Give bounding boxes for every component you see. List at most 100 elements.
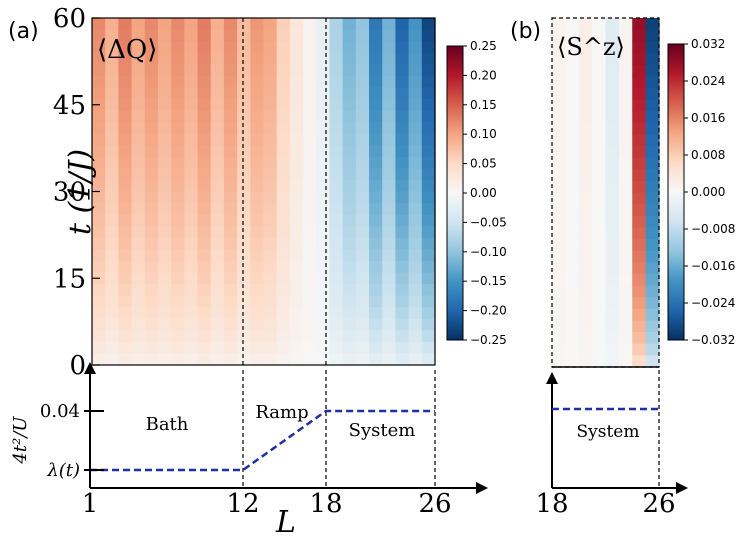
heatmap-b-cell bbox=[618, 41, 633, 54]
heatmap-a-cell bbox=[250, 249, 265, 262]
heatmap-a-cell bbox=[223, 75, 238, 88]
heatmap-a-cell bbox=[395, 191, 410, 204]
heatmap-a-cell bbox=[289, 307, 304, 320]
heatmap-a-cell bbox=[197, 87, 212, 100]
region-system-label: System bbox=[349, 420, 416, 441]
heatmap-a-cell bbox=[184, 168, 199, 181]
heatmap-b-cell bbox=[565, 52, 580, 66]
heatmap-b-cell bbox=[645, 29, 660, 42]
heatmap-a-cell bbox=[237, 307, 251, 320]
heatmap-b-cell bbox=[578, 111, 593, 124]
heatmap-a-cell bbox=[421, 52, 436, 65]
heatmap-a-cell bbox=[421, 203, 436, 216]
heatmap-a-cell bbox=[184, 191, 199, 204]
heatmap-a-cell bbox=[395, 353, 410, 366]
heatmap-a-cell bbox=[131, 272, 146, 285]
heatmap-a-cell bbox=[263, 249, 278, 262]
panel-a-x-axis-label: L bbox=[275, 505, 296, 536]
heatmap-a-cell bbox=[382, 110, 397, 123]
heatmap-a-cell bbox=[316, 179, 331, 193]
heatmap-a-cell bbox=[408, 145, 423, 158]
heatmap-a-cell bbox=[157, 179, 172, 193]
heatmap-b-cell bbox=[592, 297, 607, 310]
heatmap-a-cell bbox=[210, 87, 225, 100]
heatmap-a-cell bbox=[210, 214, 225, 227]
heatmap-a-cell bbox=[237, 179, 251, 193]
heatmap-b-cell bbox=[645, 332, 660, 345]
heatmap-a-cell bbox=[210, 168, 225, 181]
heatmap-a-cell bbox=[382, 168, 397, 181]
heatmap-a-cell bbox=[210, 75, 225, 88]
heatmap-a-cell bbox=[144, 98, 159, 112]
heatmap-a-cell bbox=[237, 64, 251, 77]
heatmap-a-cell bbox=[171, 145, 185, 158]
heatmap-a-cell bbox=[329, 226, 344, 239]
heatmap-a-cell bbox=[118, 179, 133, 193]
heatmap-b-cell bbox=[565, 239, 580, 252]
heatmap-a-cell bbox=[144, 307, 159, 320]
heatmap-b-cell bbox=[605, 250, 620, 263]
heatmap-b-cell bbox=[578, 145, 593, 159]
panel-a-label: (a) bbox=[8, 19, 39, 44]
heatmap-b-cell bbox=[592, 111, 607, 124]
heatmap-a-cell bbox=[210, 353, 225, 366]
heatmap-a-cell bbox=[303, 87, 317, 100]
heatmap-a-cell bbox=[144, 203, 159, 216]
heatmap-a-cell bbox=[342, 203, 357, 216]
panel-a-y-tick-label: 15 bbox=[53, 264, 86, 294]
heatmap-a-cell bbox=[408, 87, 423, 100]
heatmap-a-cell bbox=[118, 156, 133, 169]
heatmap-a-cell bbox=[342, 133, 357, 146]
heatmap-a-cell bbox=[250, 203, 265, 216]
heatmap-a-cell bbox=[316, 191, 331, 204]
heatmap-a-cell bbox=[250, 307, 265, 320]
colorbar-tick-label: 0.05 bbox=[470, 157, 497, 171]
heatmap-b-cell bbox=[592, 355, 607, 368]
heatmap-b-cell bbox=[632, 192, 647, 205]
heatmap-a-cell bbox=[157, 75, 172, 88]
heatmap-b-cell bbox=[618, 250, 633, 263]
heatmap-a-cell bbox=[355, 341, 370, 355]
panel-a-y-tick-label: 60 bbox=[53, 4, 86, 34]
heatmap-a-cell bbox=[223, 145, 238, 158]
heatmap-a-cell bbox=[237, 110, 251, 123]
heatmap-a-cell bbox=[144, 18, 159, 31]
heatmap-b-cell bbox=[618, 320, 633, 333]
heatmap-a-cell bbox=[276, 133, 291, 146]
heatmap-a-cell bbox=[382, 203, 397, 216]
heatmap-a-cell bbox=[223, 156, 238, 169]
heatmap-a-cell bbox=[303, 29, 317, 42]
heatmap-b-cell bbox=[592, 227, 607, 240]
heatmap-a-cell bbox=[144, 284, 159, 297]
heatmap-b-cell bbox=[645, 157, 660, 170]
heatmap-a-cell bbox=[184, 284, 199, 297]
heatmap-a-cell bbox=[276, 203, 291, 216]
heatmap-a-cell bbox=[144, 272, 159, 285]
heatmap-b-cell bbox=[592, 204, 607, 217]
heatmap-b-cell bbox=[592, 29, 607, 42]
heatmap-a-cell bbox=[342, 341, 357, 355]
heatmap-a-cell bbox=[144, 318, 159, 331]
heatmap-b-cell bbox=[645, 111, 660, 124]
heatmap-a-cell bbox=[263, 168, 278, 181]
heatmap-b-cell bbox=[605, 343, 620, 356]
heatmap-a-cell bbox=[382, 179, 397, 193]
heatmap-a-cell bbox=[408, 168, 423, 181]
heatmap-b-cell bbox=[645, 215, 660, 228]
heatmap-a-cell bbox=[303, 214, 317, 227]
heatmap-a-cell bbox=[118, 87, 133, 100]
heatmap-a-cell bbox=[382, 353, 397, 366]
colorbar-tick-label: −0.10 bbox=[470, 245, 507, 259]
heatmap-a-cell bbox=[250, 260, 265, 274]
heatmap-a-cell bbox=[329, 110, 344, 123]
schematic-a-x-arrow bbox=[476, 482, 488, 494]
heatmap-b-cell bbox=[592, 157, 607, 170]
heatmap-a-cell bbox=[382, 98, 397, 112]
heatmap-a-cell bbox=[369, 260, 383, 274]
heatmap-b-cell bbox=[552, 64, 566, 77]
heatmap-a-cell bbox=[342, 237, 357, 250]
heatmap-a-cell bbox=[289, 156, 304, 169]
heatmap-a-cell bbox=[382, 122, 397, 135]
heatmap-a-cell bbox=[223, 41, 238, 54]
heatmap-a-cell bbox=[421, 133, 436, 146]
